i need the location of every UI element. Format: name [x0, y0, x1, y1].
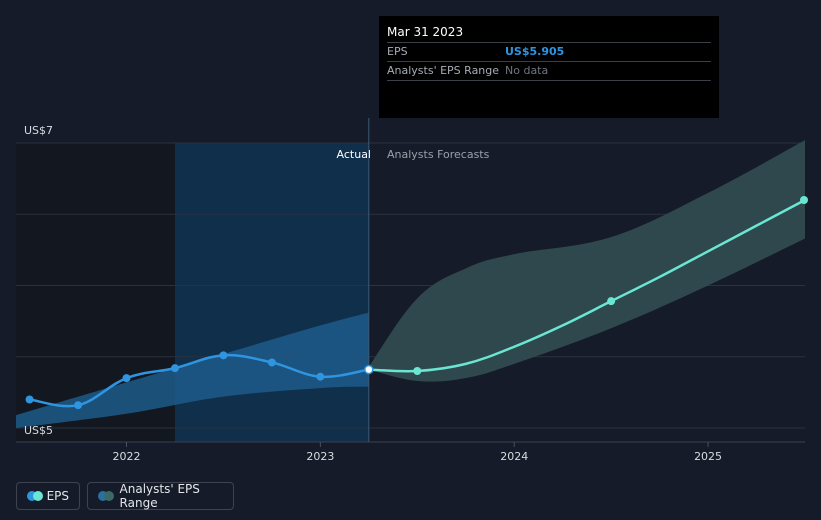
range-dots-icon [98, 491, 114, 501]
tooltip-eps-row: EPS US$5.905 [387, 42, 711, 61]
eps-dots-icon [27, 491, 43, 501]
tooltip-eps-value: US$5.905 [505, 45, 565, 58]
eps-actual-point[interactable] [122, 374, 131, 383]
eps-actual-line [29, 353, 370, 408]
eps-actual-point[interactable] [74, 401, 83, 410]
eps-tooltip: Mar 31 2023 EPS US$5.905 Analysts' EPS R… [379, 16, 719, 118]
eps-forecast-point[interactable] [413, 367, 422, 375]
eps-forecast-line [368, 198, 806, 373]
tooltip-range-value: No data [505, 64, 549, 77]
eps-actual-point[interactable] [316, 372, 325, 381]
tooltip-eps-label: EPS [387, 45, 408, 58]
eps-forecast-point[interactable] [800, 196, 808, 204]
eps-current-point[interactable] [364, 364, 374, 375]
legend-eps-range[interactable]: Analysts' EPS Range [87, 482, 234, 510]
x-tick-label: 2023 [306, 450, 334, 463]
x-tick-label: 2024 [500, 450, 528, 463]
forecast-section-label: Analysts Forecasts [387, 148, 490, 161]
actual-section-label: Actual [337, 148, 371, 161]
legend-eps[interactable]: EPS [16, 482, 80, 510]
eps-markers [25, 196, 808, 410]
y-axis-top-label: US$7 [24, 124, 53, 137]
eps-range-band-forecast [368, 140, 805, 382]
tooltip-range-label: Analysts' EPS Range [387, 64, 500, 77]
x-axis-ticks: 2022 2023 2024 2025 [112, 442, 722, 463]
y-axis-bottom-label: US$5 [24, 424, 53, 437]
x-tick-label: 2022 [112, 450, 140, 463]
tooltip-range-row: Analysts' EPS Range No data [387, 61, 711, 81]
eps-actual-point[interactable] [267, 358, 276, 367]
legend-eps-label: EPS [46, 489, 69, 503]
eps-actual-point[interactable] [219, 351, 228, 360]
eps-range-band-actual [16, 312, 369, 428]
eps-actual-point[interactable] [170, 364, 179, 373]
legend-range-label: Analysts' EPS Range [119, 482, 200, 510]
eps-forecast-point[interactable] [607, 297, 616, 306]
eps-actual-point[interactable] [25, 395, 34, 404]
x-tick-label: 2025 [694, 450, 722, 463]
tooltip-date: Mar 31 2023 [387, 25, 464, 39]
